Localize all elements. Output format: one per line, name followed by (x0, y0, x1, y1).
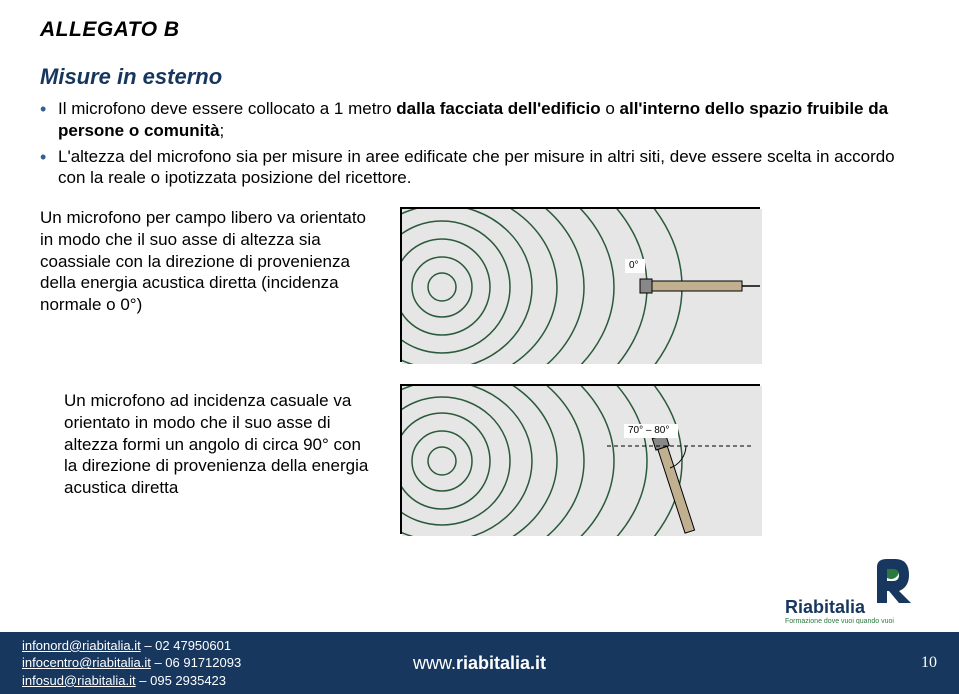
footer-website: www.riabitalia.it (413, 653, 546, 674)
logo-tagline: Formazione dove vuoi quando vuoi (785, 618, 894, 624)
paragraph-1: Un microfono per campo libero va orienta… (40, 207, 370, 316)
diagram-random-incidence: 70° – 80° (400, 384, 760, 534)
bullet-text: o (601, 99, 620, 118)
row-2: Un microfono ad incidenza casuale va ori… (40, 390, 919, 534)
list-item: Il microfono deve essere collocato a 1 m… (40, 98, 919, 142)
footer-domain: riabitalia.it (456, 653, 546, 673)
diagram-label-0: 0° (629, 260, 639, 271)
diagram-normal-incidence: 0° (400, 207, 760, 362)
footer-email: infonord@riabitalia.it (22, 638, 141, 653)
allegato-heading: ALLEGATO B (40, 18, 919, 42)
footer-contacts: infonord@riabitalia.it – 02 47950601 inf… (22, 637, 241, 690)
footer-bar: infonord@riabitalia.it – 02 47950601 inf… (0, 632, 959, 694)
bullet-bold: dalla facciata dell'edificio (396, 99, 600, 118)
logo-text: Riabitalia (785, 597, 866, 617)
footer-email: infosud@riabitalia.it (22, 673, 136, 688)
footer-phone: – 095 2935423 (136, 673, 226, 688)
list-item: L'altezza del microfono sia per misure i… (40, 146, 919, 190)
bullet-text: ; (220, 121, 225, 140)
footer-phone: – 02 47950601 (141, 638, 231, 653)
bullet-list: Il microfono deve essere collocato a 1 m… (40, 98, 919, 189)
row-1: Un microfono per campo libero va orienta… (40, 207, 919, 362)
page-number: 10 (921, 654, 937, 672)
bullet-text: Il microfono deve essere collocato a 1 m… (58, 99, 396, 118)
diagram-label-angle: 70° – 80° (628, 425, 669, 436)
footer-www: www. (413, 653, 456, 673)
bullet-text: L'altezza del microfono sia per misure i… (58, 147, 895, 188)
paragraph-2: Un microfono ad incidenza casuale va ori… (64, 390, 370, 499)
riabitalia-logo: Riabitalia Formazione dove vuoi quando v… (781, 549, 931, 624)
section-subtitle: Misure in esterno (40, 64, 919, 90)
footer-email: infocentro@riabitalia.it (22, 655, 151, 670)
footer-phone: – 06 91712093 (151, 655, 241, 670)
